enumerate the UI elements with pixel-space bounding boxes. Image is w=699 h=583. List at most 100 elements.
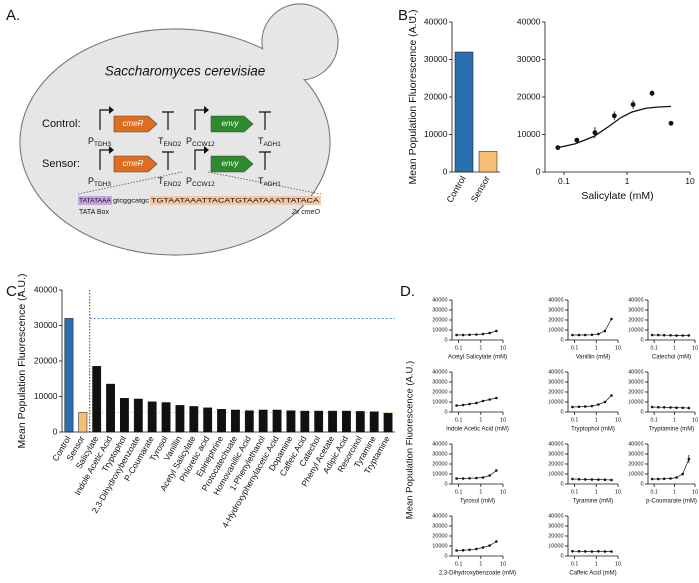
- data-point: [669, 477, 672, 480]
- y-tick-label: 30000: [548, 451, 563, 457]
- label-main: P: [186, 136, 192, 146]
- data-point: [571, 405, 574, 409]
- terminator-label: TENO2: [158, 176, 182, 187]
- x-tick-label: 0.1: [455, 417, 463, 423]
- bar: [342, 410, 351, 433]
- data-point: [590, 333, 594, 337]
- y-tick-label: 20000: [432, 533, 447, 539]
- x-tick-label: 10: [692, 489, 698, 495]
- data-point: [583, 405, 587, 408]
- y-tick-label: 20000: [424, 91, 448, 101]
- bar: [231, 409, 240, 433]
- x-tick-label: 0.1: [650, 345, 658, 351]
- label-sub: ADH1: [264, 141, 282, 148]
- y-tick-label: 0: [444, 337, 447, 343]
- panel-label: A.: [6, 7, 20, 24]
- data-point: [488, 398, 491, 401]
- chart: 0 10000 20000 30000 40000 0.1 1 10 Caffeic Acid …: [548, 513, 621, 576]
- data-point: [468, 548, 471, 552]
- data-point: [662, 406, 666, 409]
- y-tick-label: 0: [560, 409, 563, 415]
- label-main: P: [88, 136, 94, 146]
- y-tick-label: 10000: [548, 399, 563, 405]
- promoter-label: PTDH3: [88, 176, 111, 187]
- y-tick-label: 10000: [432, 471, 447, 477]
- bar: [244, 410, 254, 433]
- x-tick-label: 10: [692, 345, 698, 351]
- label-sub: CCW12: [192, 141, 215, 148]
- construct-label: Sensor:: [42, 158, 80, 170]
- y-tick-label: 30000: [628, 379, 643, 385]
- x-tick-label: 0.1: [650, 489, 658, 495]
- y-tick-label: 10000: [628, 471, 643, 477]
- chart: 0 10000 20000 30000 40000 0.1 1 10 Indole Acetic…: [432, 369, 509, 432]
- data-point: [455, 404, 458, 407]
- y-tick-label: 10000: [517, 129, 541, 139]
- y-tick-label: 30000: [34, 320, 58, 330]
- data-point: [590, 478, 594, 481]
- data-point: [675, 334, 678, 337]
- y-tick-label: 30000: [517, 54, 541, 64]
- data-point: [681, 472, 685, 476]
- data-point: [583, 550, 587, 553]
- x-tick-label: 0.1: [455, 561, 463, 567]
- bar: [454, 51, 474, 173]
- data-point: [495, 540, 498, 543]
- y-tick-label: 10000: [628, 399, 643, 405]
- y-tick-label: 10000: [548, 543, 563, 549]
- x-tick-label: 10: [615, 417, 621, 423]
- y-tick-label: 0: [444, 481, 447, 487]
- data-point: [611, 113, 617, 119]
- y-tick-label: 0: [560, 337, 563, 343]
- x-tick-label: 10: [500, 345, 506, 351]
- y-tick-label: 20000: [628, 389, 643, 395]
- y-tick-label: 20000: [548, 389, 563, 395]
- bar: [92, 366, 102, 433]
- bar: [147, 401, 157, 433]
- x-axis-label: Vanillin (mM): [576, 355, 611, 361]
- y-tick-label: 10000: [432, 543, 447, 549]
- operator-label: 2x cmeO: [291, 209, 321, 216]
- data-point: [455, 549, 458, 552]
- data-point: [475, 547, 478, 551]
- data-point: [603, 329, 607, 333]
- data-point: [495, 396, 498, 400]
- label-sub: TDH3: [94, 141, 111, 148]
- label-sub: CCW12: [192, 181, 215, 188]
- data-point: [481, 476, 485, 479]
- y-tick-label: 0: [444, 553, 447, 559]
- x-tick-label: 1: [673, 417, 676, 423]
- x-tick-label: 10: [692, 417, 698, 423]
- data-point: [650, 333, 654, 337]
- y-tick-label: 0: [53, 426, 58, 436]
- data-point: [603, 478, 607, 482]
- x-tick-label: 1: [673, 345, 676, 351]
- data-point: [687, 334, 691, 337]
- x-axis-label: p-Coumarate (mM): [646, 499, 697, 505]
- chart: 0 10000 20000 30000 40000 Control Sensor Mean P…: [407, 9, 500, 204]
- y-tick-label: 0: [640, 337, 643, 343]
- data-point: [577, 550, 581, 553]
- chart: 0 10000 20000 30000 40000 0.1 1 10 p-Coumarate (…: [628, 441, 698, 504]
- data-point: [495, 469, 498, 472]
- data-point: [590, 550, 594, 553]
- x-axis-label: Catechol (mM): [652, 355, 691, 361]
- x-tick-label: 0.1: [571, 417, 579, 423]
- y-tick-label: 20000: [432, 389, 447, 395]
- bar: [383, 412, 393, 433]
- data-point: [455, 477, 458, 480]
- y-tick-label: 40000: [432, 369, 447, 375]
- y-tick-label: 40000: [517, 16, 541, 26]
- y-tick-label: 0: [640, 409, 643, 415]
- gene-label: envy: [222, 119, 240, 128]
- data-point: [571, 477, 574, 481]
- data-point: [571, 333, 574, 337]
- data-point: [577, 477, 581, 481]
- tata-label: TATA Box: [79, 209, 109, 216]
- x-tick-label: 0.1: [571, 345, 579, 351]
- data-point: [577, 333, 581, 337]
- label-sub: ENO2: [164, 141, 182, 148]
- y-tick-label: 30000: [424, 54, 448, 64]
